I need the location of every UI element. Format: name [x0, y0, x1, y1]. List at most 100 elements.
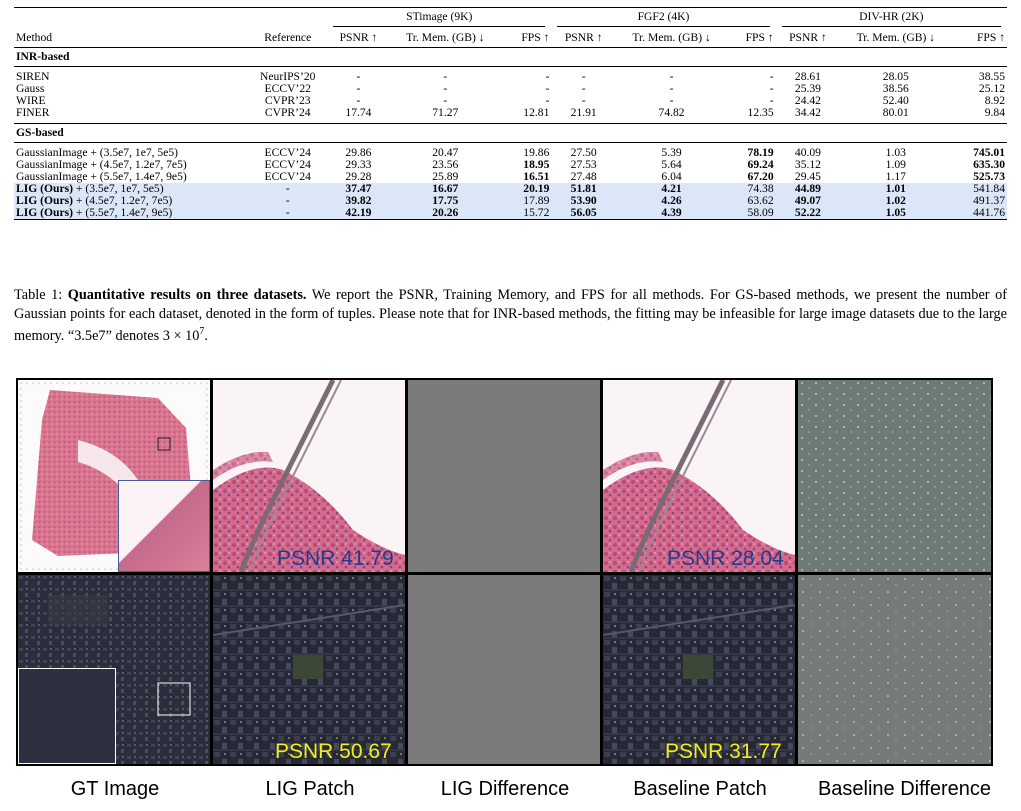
value-cell: 19.86: [523, 146, 550, 159]
value-cell: 1.05: [840, 207, 952, 220]
zoom-inset: [18, 668, 116, 764]
reference-cell: ECCV’24: [264, 170, 311, 183]
method-cell: LIG (Ours) + (5.5e7, 1.4e7, 9e5): [14, 207, 249, 220]
comparison-figure: PSNR 41.79 PSNR 28.04: [16, 378, 993, 766]
value-cell: -: [443, 94, 448, 107]
value-cell: 8.92: [984, 94, 1005, 107]
value-cell: 34.42: [794, 106, 821, 119]
value-cell: 58.09: [727, 207, 776, 220]
value-cell: 27.53: [570, 158, 597, 171]
value-cell: 6.04: [661, 170, 682, 183]
reference-cell: -: [248, 183, 328, 195]
value-cell: 52.22: [775, 207, 841, 220]
table-row: FINER CVPR’24 17.74 71.27 12.81 21.91 74.82 12.…: [14, 107, 1007, 119]
value-cell: -: [769, 70, 774, 83]
method-cell: GaussianImage + (4.5e7, 1.2e7, 7e5): [16, 158, 187, 171]
gt-image-satellite: [18, 575, 210, 764]
column-header: PSNR ↑: [339, 31, 378, 45]
method-cell: FINER: [16, 106, 50, 119]
reference-cell: NeurIPS’20: [260, 70, 316, 83]
value-cell: 56.05: [551, 207, 617, 220]
dataset-header: STimage (9K): [327, 7, 552, 30]
method-cell: Gauss: [16, 82, 45, 95]
value-cell: -: [669, 94, 674, 107]
value-cell: 1.02: [840, 195, 952, 207]
table-row: WIRE CVPR’23 - - - - - - 24.42 52.40 8.92: [14, 95, 1007, 107]
column-label-lig-patch: LIG Patch: [265, 778, 355, 800]
value-cell: 1.17: [885, 170, 906, 183]
table-caption: Table 1: Quantitative results on three d…: [14, 287, 1007, 344]
value-cell: 27.50: [570, 146, 597, 159]
value-cell: 635.30: [973, 158, 1005, 171]
value-cell: 5.39: [661, 146, 682, 159]
table-row: LIG (Ours) + (4.5e7, 1.2e7, 7e5) -39.82 17…: [14, 195, 1007, 207]
value-cell: 12.35: [747, 106, 774, 119]
column-label-baseline-patch: Baseline Patch: [633, 778, 767, 800]
psnr-label: PSNR 31.77: [665, 740, 782, 763]
value-cell: -: [581, 82, 586, 95]
value-cell: 491.37: [951, 195, 1007, 207]
value-cell: 4.26: [616, 195, 728, 207]
value-cell: 12.81: [523, 106, 550, 119]
table-row: GaussianImage + (5.5e7, 1.4e7, 9e5) ECCV’…: [14, 171, 1007, 183]
value-cell: 20.26: [389, 207, 501, 220]
dataset-header: FGF2 (4K): [551, 7, 776, 30]
value-cell: 49.07: [775, 195, 841, 207]
table-row: Gauss ECCV’22 - - - - - - 25.39 38.56 25.12: [14, 83, 1007, 95]
column-header: Tr. Mem. (GB) ↓: [632, 31, 711, 45]
reference-cell: CVPR’23: [264, 94, 311, 107]
value-cell: 16.67: [389, 183, 501, 195]
value-cell: 39.82: [327, 195, 390, 207]
value-cell: -: [443, 82, 448, 95]
psnr-label: PSNR 50.67: [275, 740, 392, 763]
section-header: INR-based: [14, 47, 1007, 67]
value-cell: -: [669, 70, 674, 83]
value-cell: 17.75: [389, 195, 501, 207]
value-cell: 1.01: [840, 183, 952, 195]
method-cell: WIRE: [16, 94, 46, 107]
value-cell: 25.39: [794, 82, 821, 95]
value-cell: 78.19: [747, 146, 774, 159]
lig-difference-satellite: [408, 575, 600, 764]
lig-patch-tissue: PSNR 41.79: [213, 380, 405, 572]
value-cell: 441.76: [951, 207, 1007, 220]
value-cell: -: [356, 82, 361, 95]
value-cell: 38.56: [882, 82, 909, 95]
value-cell: -: [356, 70, 361, 83]
value-cell: 16.51: [523, 170, 550, 183]
value-cell: 71.27: [432, 106, 459, 119]
value-cell: 21.91: [570, 106, 597, 119]
baseline-difference-satellite: [798, 575, 991, 764]
value-cell: 20.19: [500, 183, 552, 195]
method-cell: GaussianImage + (3.5e7, 1e7, 5e5): [16, 146, 179, 159]
value-cell: 28.61: [794, 70, 821, 83]
table-row: LIG (Ours) + (3.5e7, 1e7, 5e5) -37.47 16.6…: [14, 183, 1007, 195]
gt-image-tissue: [18, 380, 210, 572]
reference-cell: -: [248, 207, 328, 220]
psnr-label: PSNR 28.04: [667, 547, 784, 570]
value-cell: 541.84: [951, 183, 1007, 195]
baseline-difference-tissue: [798, 380, 991, 572]
value-cell: 25.12: [978, 82, 1005, 95]
table-row: SIREN NeurIPS’20 - - - - - - 28.61 28.05 38.55: [14, 71, 1007, 83]
value-cell: -: [545, 94, 550, 107]
value-cell: 38.55: [978, 70, 1005, 83]
value-cell: -: [769, 94, 774, 107]
value-cell: 67.20: [747, 170, 774, 183]
column-label-lig-difference: LIG Difference: [440, 778, 570, 800]
value-cell: 1.09: [885, 158, 906, 171]
column-label-gt: GT Image: [70, 778, 160, 800]
column-header: Tr. Mem. (GB) ↓: [856, 31, 936, 45]
value-cell: -: [581, 70, 586, 83]
value-cell: 51.81: [551, 183, 617, 195]
table-row: GaussianImage + (3.5e7, 1e7, 5e5) ECCV’24…: [14, 147, 1007, 159]
value-cell: -: [356, 94, 361, 107]
value-cell: 17.74: [345, 106, 372, 119]
dataset-header: DIV-HR (2K): [775, 7, 1007, 30]
method-cell: LIG (Ours) + (4.5e7, 1.2e7, 7e5): [14, 195, 249, 207]
value-cell: 52.40: [882, 94, 909, 107]
baseline-patch-satellite: PSNR 31.77: [603, 575, 795, 764]
reference-cell: -: [248, 195, 328, 207]
value-cell: 9.84: [984, 106, 1005, 119]
method-cell: SIREN: [16, 70, 50, 83]
